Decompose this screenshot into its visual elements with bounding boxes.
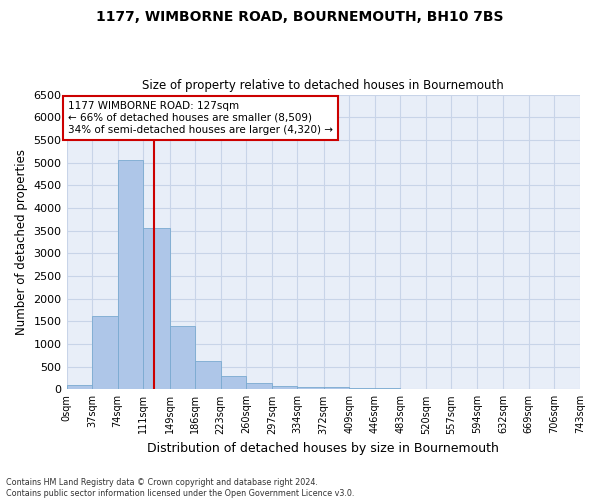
Bar: [375, 388, 400, 390]
Bar: [323, 387, 349, 390]
Text: 1177, WIMBORNE ROAD, BOURNEMOUTH, BH10 7BS: 1177, WIMBORNE ROAD, BOURNEMOUTH, BH10 7…: [96, 10, 504, 24]
Text: 1177 WIMBORNE ROAD: 127sqm
← 66% of detached houses are smaller (8,509)
34% of s: 1177 WIMBORNE ROAD: 127sqm ← 66% of deta…: [68, 102, 333, 134]
Bar: [272, 386, 298, 390]
Bar: [118, 160, 143, 390]
Bar: [170, 326, 195, 390]
Bar: [221, 376, 246, 390]
Bar: [246, 384, 272, 390]
Bar: [143, 228, 170, 390]
Bar: [195, 361, 221, 390]
X-axis label: Distribution of detached houses by size in Bournemouth: Distribution of detached houses by size …: [148, 442, 499, 455]
Y-axis label: Number of detached properties: Number of detached properties: [15, 149, 28, 335]
Bar: [349, 388, 375, 390]
Bar: [92, 316, 118, 390]
Title: Size of property relative to detached houses in Bournemouth: Size of property relative to detached ho…: [142, 79, 504, 92]
Bar: [67, 385, 92, 390]
Bar: [298, 387, 323, 390]
Text: Contains HM Land Registry data © Crown copyright and database right 2024.
Contai: Contains HM Land Registry data © Crown c…: [6, 478, 355, 498]
